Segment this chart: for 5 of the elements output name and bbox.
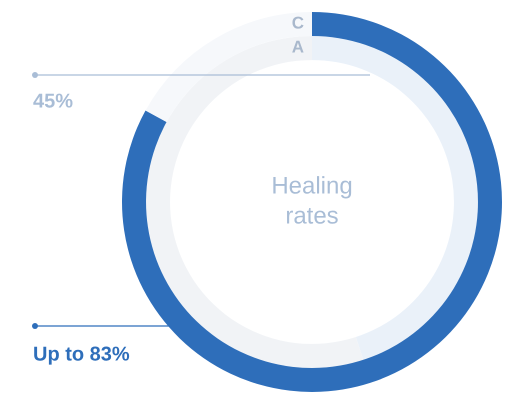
slice-label: C bbox=[292, 14, 304, 33]
text: Healing rates bbox=[271, 172, 353, 230]
data-label: 45% bbox=[33, 90, 74, 113]
slice-label: A bbox=[292, 38, 304, 57]
data-label: Up to 83% bbox=[33, 344, 130, 366]
